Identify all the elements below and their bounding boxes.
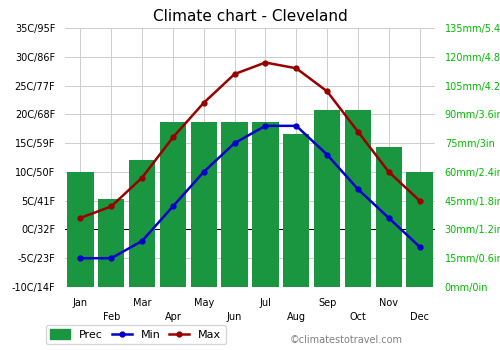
Bar [345,111,371,287]
Bar [252,122,278,287]
Text: ©climatestotravel.com: ©climatestotravel.com [290,335,403,345]
Bar [190,122,217,287]
Bar [283,133,310,287]
Text: Sep: Sep [318,298,336,308]
Text: May: May [194,298,214,308]
Text: Jun: Jun [227,312,242,322]
Bar [406,172,432,287]
Text: Jan: Jan [73,298,88,308]
Text: Nov: Nov [380,298,398,308]
Bar [376,147,402,287]
Bar [222,122,248,287]
Text: Aug: Aug [287,312,306,322]
Text: Oct: Oct [350,312,366,322]
Bar [68,172,94,287]
Bar [314,111,340,287]
Text: Apr: Apr [164,312,182,322]
Bar [129,160,155,287]
Text: Jul: Jul [260,298,272,308]
Text: Dec: Dec [410,312,429,322]
Bar [160,122,186,287]
Legend: Prec, Min, Max: Prec, Min, Max [46,325,226,344]
Text: Feb: Feb [102,312,120,322]
Bar [98,199,124,287]
Title: Climate chart - Cleveland: Climate chart - Cleveland [152,9,348,24]
Text: Mar: Mar [133,298,152,308]
